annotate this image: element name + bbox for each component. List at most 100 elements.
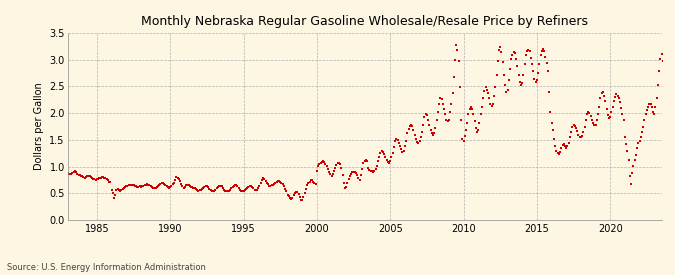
Point — [260, 179, 271, 183]
Point — [396, 147, 406, 152]
Point — [379, 152, 389, 156]
Point — [83, 174, 94, 178]
Point — [650, 104, 661, 109]
Point — [308, 179, 319, 184]
Point — [356, 166, 367, 171]
Point — [343, 177, 354, 182]
Point — [554, 152, 564, 156]
Point — [347, 170, 358, 175]
Point — [576, 133, 587, 138]
Point — [540, 54, 551, 59]
Point — [472, 128, 483, 133]
Point — [263, 182, 273, 186]
Point — [450, 57, 460, 62]
Point — [296, 197, 306, 202]
Point — [452, 48, 463, 52]
Point — [526, 62, 537, 66]
Point — [94, 176, 105, 180]
Point — [412, 140, 423, 144]
Point — [65, 172, 76, 176]
Point — [610, 95, 620, 99]
Point — [255, 181, 266, 185]
Point — [175, 179, 186, 183]
Point — [329, 169, 340, 173]
Point — [362, 159, 373, 163]
Point — [401, 139, 412, 143]
Point — [126, 183, 136, 187]
Point — [256, 178, 267, 182]
Point — [537, 47, 548, 51]
Point — [580, 117, 591, 122]
Point — [380, 155, 391, 159]
Point — [200, 184, 211, 189]
Point — [562, 144, 573, 148]
Point — [215, 184, 225, 188]
Point — [463, 112, 474, 116]
Point — [290, 191, 300, 196]
Point — [211, 186, 222, 191]
Point — [320, 162, 331, 166]
Point — [219, 187, 230, 192]
Point — [178, 186, 189, 190]
Point — [167, 182, 178, 186]
Point — [72, 171, 82, 176]
Point — [502, 87, 513, 92]
Point — [611, 92, 622, 97]
Point — [103, 178, 113, 183]
Point — [149, 186, 160, 191]
Point — [564, 135, 575, 139]
Point — [101, 177, 112, 182]
Point — [441, 117, 452, 122]
Text: Source: U.S. Energy Information Administration: Source: U.S. Energy Information Administ… — [7, 263, 206, 272]
Point — [277, 182, 288, 186]
Point — [433, 110, 443, 114]
Point — [166, 184, 177, 188]
Point — [299, 191, 310, 196]
Point — [519, 62, 530, 66]
Point — [387, 150, 398, 155]
Point — [528, 69, 539, 74]
Point — [451, 43, 462, 47]
Point — [330, 166, 341, 170]
Point — [303, 181, 314, 185]
Point — [623, 158, 634, 162]
Point — [485, 101, 496, 106]
Point — [667, 73, 675, 77]
Point — [443, 117, 454, 122]
Point — [547, 128, 558, 133]
Point — [113, 187, 124, 192]
Point — [231, 183, 242, 188]
Point — [567, 124, 578, 129]
Point — [514, 80, 525, 84]
Point — [472, 130, 483, 134]
Point — [313, 163, 323, 168]
Point — [227, 185, 238, 189]
Point — [183, 183, 194, 188]
Point — [522, 49, 533, 53]
Point — [552, 150, 563, 155]
Point — [234, 187, 245, 192]
Point — [635, 135, 646, 139]
Point — [201, 184, 212, 189]
Point — [194, 188, 205, 192]
Point — [404, 124, 415, 128]
Point — [641, 108, 652, 112]
Point — [377, 149, 388, 154]
Point — [286, 196, 296, 201]
Point — [105, 180, 115, 184]
Point — [511, 56, 522, 61]
Point — [77, 174, 88, 178]
Point — [150, 186, 161, 190]
Point — [292, 190, 302, 194]
Point — [184, 184, 195, 189]
Point — [474, 120, 485, 125]
Point — [454, 85, 465, 90]
Point — [172, 176, 183, 180]
Point — [533, 70, 543, 75]
Point — [414, 139, 425, 144]
Point — [369, 169, 379, 174]
Point — [140, 183, 151, 187]
Point — [491, 73, 502, 77]
Point — [662, 99, 673, 104]
Point — [341, 185, 352, 189]
